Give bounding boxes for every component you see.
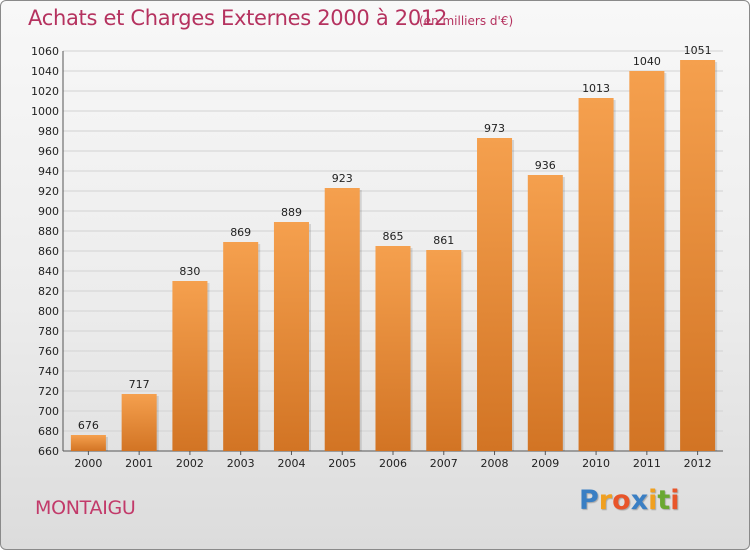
x-tick-label: 2005 (328, 457, 356, 470)
logo-letter: P (579, 485, 599, 516)
y-tick-label: 720 (38, 385, 59, 398)
y-tick-label: 760 (38, 345, 59, 358)
bar-value-label: 861 (433, 234, 454, 247)
y-tick-label: 1060 (31, 45, 59, 58)
bar[interactable] (477, 138, 513, 451)
y-tick-label: 820 (38, 285, 59, 298)
bar-value-label: 923 (332, 172, 353, 185)
x-tick-label: 2002 (176, 457, 204, 470)
bar-value-label: 865 (383, 230, 404, 243)
y-tick-label: 940 (38, 165, 59, 178)
x-tick-label: 2010 (582, 457, 610, 470)
y-tick-label: 860 (38, 245, 59, 258)
bar[interactable] (70, 435, 106, 451)
bar-value-label: 676 (78, 419, 99, 432)
bar[interactable] (375, 246, 411, 451)
logo-letter: i (648, 485, 658, 516)
logo-letter: x (630, 485, 649, 516)
bar[interactable] (629, 71, 665, 451)
bar[interactable] (273, 222, 309, 451)
y-tick-label: 700 (38, 405, 59, 418)
bar-value-label: 1040 (633, 55, 661, 68)
x-tick-label: 2012 (684, 457, 712, 470)
y-tick-label: 780 (38, 325, 59, 338)
y-tick-label: 840 (38, 265, 59, 278)
bar[interactable] (426, 250, 462, 451)
y-tick-label: 980 (38, 125, 59, 138)
bar[interactable] (172, 281, 208, 451)
y-tick-label: 880 (38, 225, 59, 238)
bar[interactable] (324, 188, 360, 451)
y-tick-label: 1040 (31, 65, 59, 78)
x-tick-label: 2001 (125, 457, 153, 470)
city-name: MONTAIGU (35, 497, 136, 519)
y-tick-label: 1000 (31, 105, 59, 118)
y-tick-label: 800 (38, 305, 59, 318)
y-tick-label: 920 (38, 185, 59, 198)
bar-value-label: 1051 (684, 44, 712, 57)
x-tick-label: 2004 (277, 457, 305, 470)
logo-letter: i (670, 485, 680, 516)
bar-value-label: 936 (535, 159, 556, 172)
y-tick-label: 960 (38, 145, 59, 158)
y-tick-label: 660 (38, 445, 59, 458)
bar-value-label: 1013 (582, 82, 610, 95)
x-tick-label: 2000 (74, 457, 102, 470)
y-tick-label: 900 (38, 205, 59, 218)
bar-value-label: 717 (129, 378, 150, 391)
logo-letter: t (657, 485, 671, 516)
x-tick-label: 2009 (531, 457, 559, 470)
x-tick-label: 2007 (430, 457, 458, 470)
bar[interactable] (527, 175, 563, 451)
y-tick-label: 740 (38, 365, 59, 378)
bar-value-label: 830 (179, 265, 200, 278)
bar-value-label: 889 (281, 206, 302, 219)
bar[interactable] (223, 242, 259, 451)
bar-value-label: 973 (484, 122, 505, 135)
logo-letter: o (612, 485, 631, 516)
logo-letter: r (598, 485, 613, 516)
bar[interactable] (578, 98, 614, 451)
x-tick-label: 2011 (633, 457, 661, 470)
bar[interactable] (121, 394, 157, 451)
bar-value-label: 869 (230, 226, 251, 239)
y-tick-label: 680 (38, 425, 59, 438)
proxiti-logo[interactable]: Proxiti (579, 485, 680, 516)
x-tick-label: 2008 (481, 457, 509, 470)
bar[interactable] (680, 60, 716, 451)
x-tick-label: 2006 (379, 457, 407, 470)
x-tick-label: 2003 (227, 457, 255, 470)
y-tick-label: 1020 (31, 85, 59, 98)
chart-subtitle: (en milliers d'€) (419, 14, 514, 28)
chart-title: Achats et Charges Externes 2000 à 2012 (28, 6, 448, 30)
